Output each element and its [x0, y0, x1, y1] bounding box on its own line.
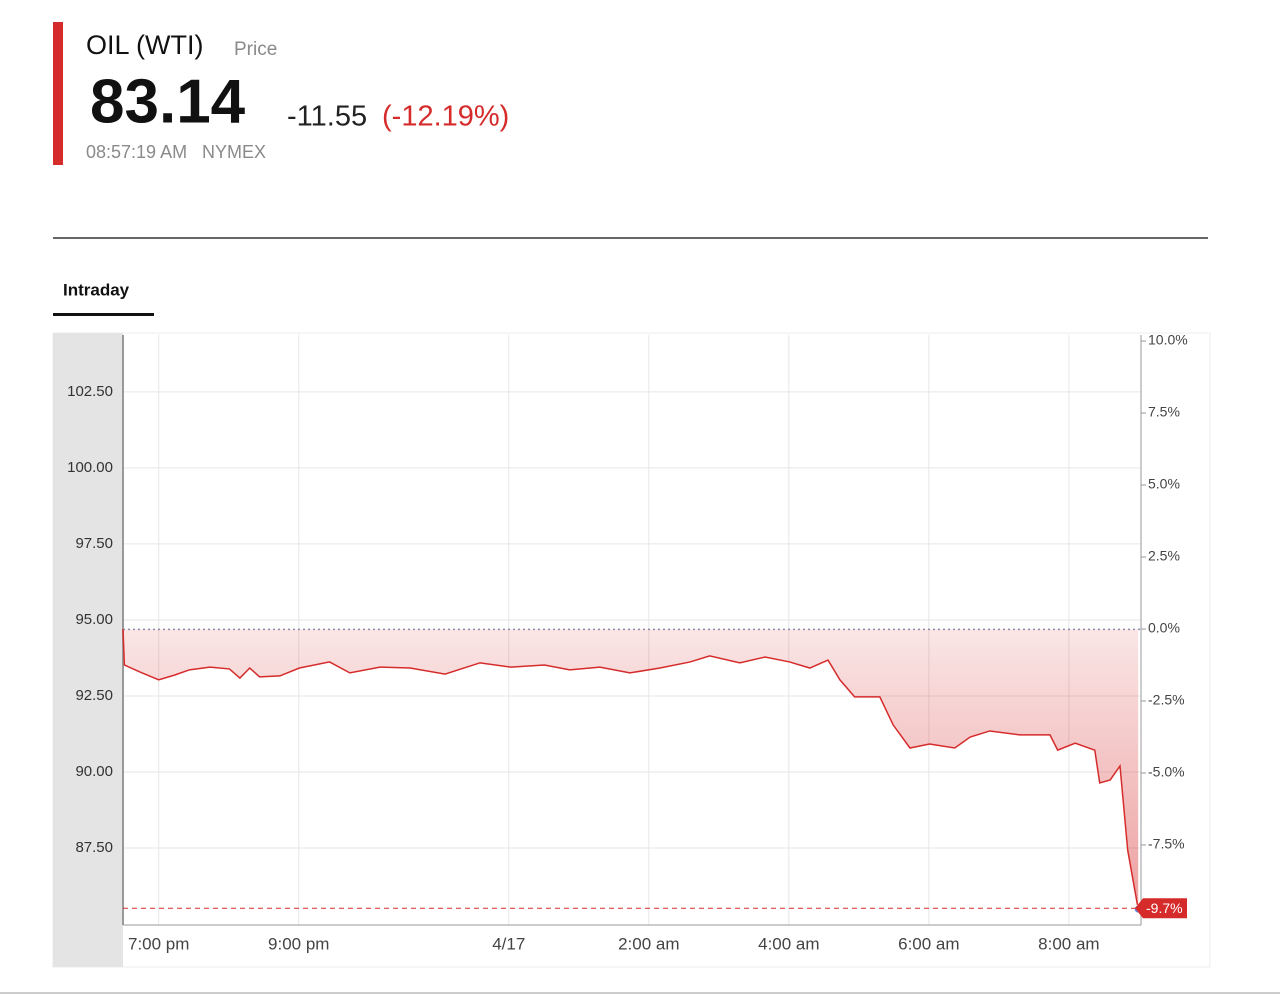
y-tick-label: 87.50: [75, 839, 113, 856]
y-tick-label: 95.00: [75, 611, 113, 628]
x-tick-label: 4/17: [492, 934, 525, 953]
y-tick-label: 100.00: [67, 459, 113, 476]
current-label: -9.7%: [1146, 900, 1183, 916]
y2-tick-label: -7.5%: [1148, 836, 1185, 852]
y2-tick-label: 5.0%: [1148, 476, 1180, 492]
change: -11.55: [287, 101, 367, 133]
y2-tick-label: 0.0%: [1148, 620, 1180, 636]
tab-underline: [53, 313, 154, 316]
change-percent: (-12.19%): [382, 101, 509, 133]
quote-time: 08:57:19 AM: [86, 142, 187, 162]
y-tick-label: 97.50: [75, 535, 113, 552]
x-tick-label: 7:00 pm: [128, 934, 189, 953]
x-tick-label: 9:00 pm: [268, 934, 329, 953]
exchange: NYMEX: [202, 142, 266, 162]
x-tick-label: 6:00 am: [898, 934, 959, 953]
y2-tick-label: 2.5%: [1148, 548, 1180, 564]
axis-gutter: [53, 333, 123, 967]
y-tick-label: 92.50: [75, 687, 113, 704]
symbol: OIL (WTI): [86, 30, 203, 60]
area-fill: [123, 629, 1139, 910]
x-tick-label: 4:00 am: [758, 934, 819, 953]
chart: 87.50 90.00 92.50 95.00 97.50 100.00 102.50 7:0…: [67, 332, 1188, 954]
y2-tick-label: 10.0%: [1148, 332, 1188, 348]
tab[interactable]: Intraday: [63, 280, 130, 299]
price-line: [122, 629, 1139, 910]
price-label: Price: [234, 39, 277, 60]
y2-tick-label: 7.5%: [1148, 404, 1180, 420]
y-tick-label: 102.50: [67, 383, 113, 400]
x-tick-label: 2:00 am: [618, 934, 679, 953]
y-tick-label: 90.00: [75, 763, 113, 780]
y2-tick-label: -2.5%: [1148, 692, 1185, 708]
current-tag: [1135, 898, 1187, 919]
x-tick-label: 8:00 am: [1038, 934, 1099, 953]
accent-bar: [53, 22, 63, 165]
y2-tick-label: -5.0%: [1148, 764, 1185, 780]
price: 83.14: [90, 67, 246, 136]
